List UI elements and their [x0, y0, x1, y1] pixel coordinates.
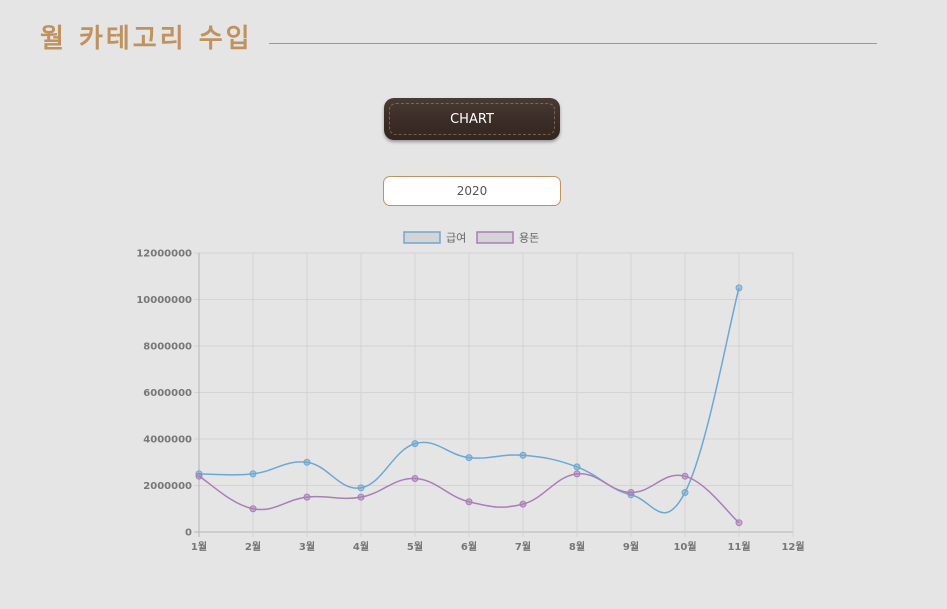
y-tick-label: 4000000 — [143, 435, 192, 446]
data-point[interactable] — [249, 470, 257, 478]
data-point[interactable] — [195, 472, 203, 480]
x-tick-label: 11월 — [727, 541, 750, 553]
data-point[interactable] — [357, 493, 365, 501]
x-tick-label: 4월 — [353, 541, 369, 553]
legend-swatch[interactable] — [476, 231, 514, 244]
y-tick-label: 12000000 — [136, 249, 192, 260]
y-tick-label: 0 — [185, 528, 192, 539]
data-point[interactable] — [573, 463, 581, 471]
data-point[interactable] — [519, 451, 527, 459]
data-point[interactable] — [627, 488, 635, 496]
x-tick-label: 7월 — [515, 541, 531, 553]
x-tick-label: 9월 — [623, 541, 639, 553]
x-tick-label: 3월 — [299, 541, 315, 553]
title-divider — [269, 43, 877, 44]
x-tick-label: 6월 — [461, 541, 477, 553]
page-title: 월 카테고리 수입 — [40, 24, 253, 54]
data-point[interactable] — [519, 500, 527, 508]
data-point[interactable] — [303, 493, 311, 501]
x-tick-label: 8월 — [569, 541, 585, 553]
data-point[interactable] — [681, 488, 689, 496]
y-tick-label: 2000000 — [143, 481, 192, 492]
legend-swatch[interactable] — [403, 231, 441, 244]
data-point[interactable] — [249, 505, 257, 513]
data-point[interactable] — [735, 519, 743, 527]
x-tick-label: 10월 — [673, 541, 696, 553]
x-tick-label: 12월 — [781, 541, 804, 553]
chart-button[interactable]: CHART — [384, 98, 560, 140]
y-tick-label: 6000000 — [143, 388, 192, 399]
legend-label[interactable]: 용돈 — [519, 232, 539, 245]
legend-label[interactable]: 급여 — [446, 232, 466, 245]
x-tick-label: 1월 — [191, 541, 207, 553]
data-point[interactable] — [735, 284, 743, 292]
x-tick-label: 2월 — [245, 541, 261, 553]
data-point[interactable] — [357, 484, 365, 492]
data-point[interactable] — [465, 498, 473, 506]
header: 월 카테고리 수입 — [40, 18, 880, 58]
data-point[interactable] — [681, 472, 689, 480]
data-point[interactable] — [303, 458, 311, 466]
year-input[interactable] — [383, 176, 561, 206]
y-tick-label: 10000000 — [136, 295, 192, 306]
x-tick-label: 5월 — [407, 541, 423, 553]
data-point[interactable] — [573, 470, 581, 478]
data-point[interactable] — [465, 454, 473, 462]
data-point[interactable] — [411, 475, 419, 483]
y-tick-label: 8000000 — [143, 342, 192, 353]
data-point[interactable] — [411, 440, 419, 448]
